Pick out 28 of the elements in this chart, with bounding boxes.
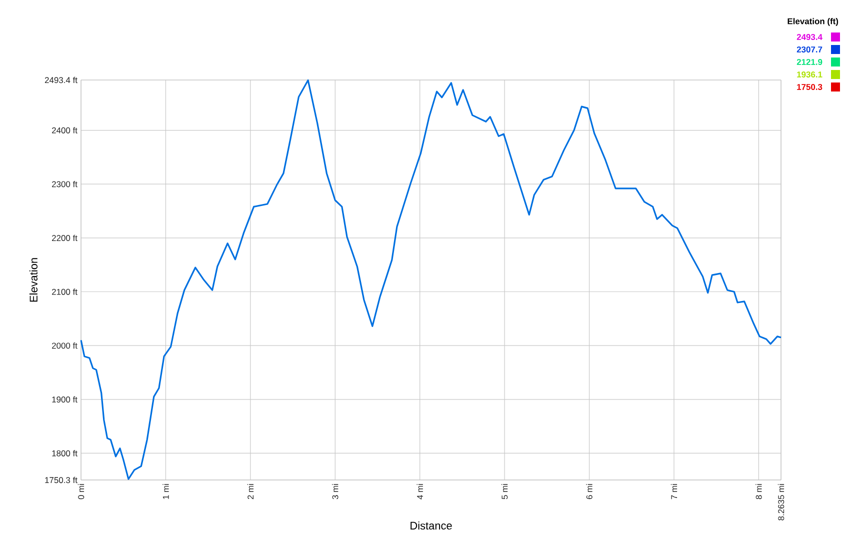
color-bar-label: 2307.7	[796, 46, 822, 52]
y-tick-label: 1750.3 ft	[45, 476, 78, 484]
y-tick-label: 2200 ft	[52, 234, 78, 242]
x-axis-title: Distance	[410, 522, 452, 530]
y-tick-label: 1900 ft	[52, 396, 78, 403]
x-tick-label: 6 mi	[586, 484, 592, 500]
x-tick-label: 1 mi	[162, 484, 169, 499]
x-tick-label: 4 mi	[416, 484, 423, 500]
y-tick-label: 2300 ft	[52, 180, 78, 188]
y-tick-label: 2100 ft	[52, 288, 78, 295]
color-bar-label: 2493.4	[796, 34, 822, 40]
x-tick-label: 0 mi	[78, 484, 84, 500]
color-bar-label: 1936.1	[797, 71, 822, 78]
color-bar-title: Elevation (ft)	[788, 18, 838, 26]
y-axis-title: Elevation	[29, 258, 38, 302]
line-series	[80, 79, 782, 480]
x-tick-label: 2 mi	[247, 484, 254, 500]
y-tick-label: 2493.4 ft	[44, 76, 78, 84]
x-tick-label: 5 mi	[501, 484, 508, 500]
y-tick-label: 1800 ft	[52, 450, 78, 456]
x-tick-label: 8 mi	[756, 484, 762, 500]
y-tick-label: 2000 ft	[52, 342, 78, 349]
color-bar-label: 1750.3	[797, 84, 822, 90]
x-tick-label: 7 mi	[670, 484, 678, 500]
y-tick-label: 2400 ft	[52, 127, 78, 134]
color-bar-label: 2121.9	[796, 58, 822, 65]
x-tick-label: 8.2635 mi	[778, 484, 784, 520]
x-tick-label: 3 mi	[332, 484, 338, 500]
